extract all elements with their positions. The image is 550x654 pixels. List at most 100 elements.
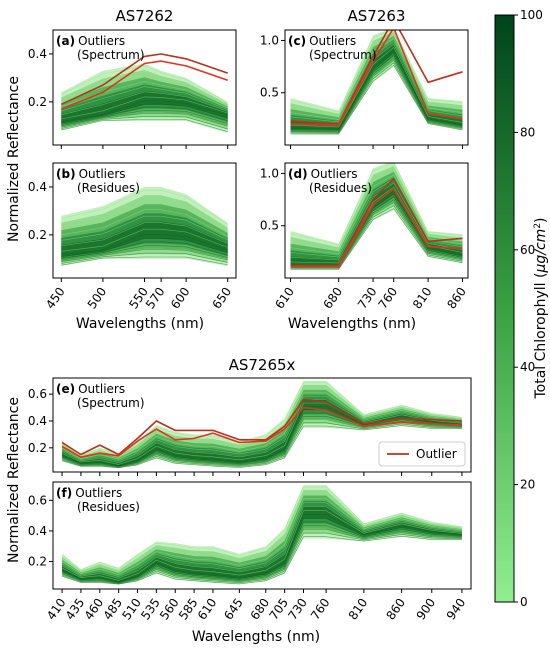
colorbar-tick-label: 0: [520, 595, 528, 609]
spectrum-line-e-11: [61, 388, 462, 458]
spectrum-line-f-3: [61, 525, 462, 584]
ytick-label-f: 0.4: [28, 524, 47, 538]
spectrum-line-f-5: [61, 517, 462, 583]
outlier-line-d-0: [290, 177, 463, 267]
panel-sublabel-a: (Spectrum): [77, 48, 145, 62]
xtick-label-f: 560: [157, 596, 182, 623]
spectrum-line-d-0: [290, 208, 463, 270]
xtick-label-b: 650: [210, 285, 235, 312]
spectrum-line-a-8: [61, 91, 228, 116]
spectrum-line-f-8: [61, 506, 462, 579]
xtick-label-d: 730: [355, 285, 380, 312]
plot-area-e: [61, 380, 462, 469]
panel-sublabel-f: (Residues): [77, 500, 140, 514]
colorbar-tick-label: 60: [520, 243, 535, 257]
ytick-label-e: 0.6: [28, 387, 47, 401]
spectrum-line-f-2: [61, 528, 462, 584]
xtick-label-f: 535: [138, 596, 163, 623]
spectrum-line-f-6: [61, 514, 462, 582]
xtick-label-d: 610: [272, 285, 297, 312]
ytick-label-d: 0.5: [260, 219, 279, 233]
xlabel-right: Wavelengths (nm): [288, 316, 416, 332]
xtick-label-b: 600: [168, 285, 193, 312]
panel-sublabel-e: (Spectrum): [77, 396, 145, 410]
panel-sublabel-b: (Residues): [77, 181, 140, 195]
spectra-band-f-4: [62, 506, 462, 583]
ylabel-top: Normalized Reflectance: [6, 76, 22, 242]
spectrum-line-b-3: [61, 245, 228, 261]
spectrum-line-b-11: [61, 202, 228, 233]
plot-area-d: [290, 163, 463, 270]
panel-sublabel-d: (Residues): [309, 181, 372, 195]
spectrum-line-b-4: [61, 241, 228, 259]
spectrum-line-b-5: [61, 237, 228, 257]
spectrum-line-a-3: [61, 110, 228, 127]
xtick-label-f: 810: [346, 596, 371, 623]
spectra-band-c-0: [290, 30, 463, 135]
panel-label-e: (e) Outliers: [56, 382, 125, 396]
axes-frame-d: [284, 162, 469, 279]
ytick-label-e: 0.4: [28, 414, 47, 428]
outlier-line-e-1: [61, 406, 462, 459]
legend: Outlier: [378, 441, 466, 467]
spectrum-line-c-0: [290, 65, 463, 135]
colorbar-tick-label: 40: [520, 360, 535, 374]
panel-c: 0.5 1.0 (c) Outliers(Spectrum) AS7263: [260, 7, 469, 149]
spectrum-line-c-1: [290, 62, 463, 134]
spectra-band-e-4: [62, 399, 462, 466]
spectrum-line-b-13: [61, 189, 228, 226]
ytick-label-b: 0.4: [28, 180, 47, 194]
ytick-label-f: 0.6: [28, 493, 47, 507]
xlabel-bottom: Wavelengths (nm): [192, 629, 320, 645]
ytick-label-e: 0.2: [28, 441, 47, 455]
spectrum-line-a-5: [61, 103, 228, 124]
spectrum-line-e-0: [62, 425, 462, 469]
spectrum-line-f-4: [61, 521, 462, 583]
outlier-line-c-0: [290, 30, 463, 125]
panel-label-b: (b) Outliers: [56, 167, 126, 181]
group-title-c: AS7263: [348, 7, 406, 25]
colorbar-ticks: 0 20 40 60 80 100: [514, 8, 543, 609]
panel-label-a: (a) Outliers: [56, 34, 125, 48]
spectrum-line-a-4: [61, 106, 228, 125]
spectrum-line-c-7: [290, 46, 463, 128]
panel-label-d: (d) Outliers: [288, 167, 358, 181]
plot-area-c: [290, 30, 463, 135]
spectrum-line-b-7: [61, 228, 228, 252]
spectrum-line-e-10: [61, 392, 462, 460]
spectrum-line-f-0: [62, 535, 462, 585]
panel-a: 0.2 0.4 (a) Outliers(Spectrum) AS7262: [28, 7, 237, 149]
spectrum-line-b-0: [61, 256, 228, 266]
spectrum-line-a-13: [61, 65, 228, 103]
outlier-line-a-1: [61, 60, 228, 110]
axes-frame-c: [284, 29, 469, 146]
spectra-band-b-4: [61, 221, 228, 257]
ytick-label-b: 0.2: [28, 228, 47, 242]
xtick-label-f: 900: [414, 596, 439, 623]
spectrum-line-b-8: [61, 222, 228, 247]
panel-e: 0.2 0.4 0.6 (e) Outliers(Spectrum) AS7265x Out…: [28, 356, 472, 476]
xtick-label-d: 680: [321, 285, 346, 312]
axes-frame-f: [52, 481, 472, 590]
group-title-e: AS7265x: [229, 356, 296, 374]
spectrum-line-a-12: [61, 70, 228, 105]
ytick-label-a: 0.4: [28, 47, 47, 61]
spectrum-line-f-10: [61, 498, 462, 575]
spectrum-line-a-7: [61, 96, 228, 120]
xtick-label-b: 500: [85, 285, 110, 312]
panel-sublabel-c: (Spectrum): [309, 48, 377, 62]
ylabel-bottom: Normalized Reflectance: [6, 397, 22, 563]
outlier-line-a-0: [60, 53, 228, 106]
spectrum-line-e-5: [61, 409, 462, 467]
spectrum-line-f-13: [61, 486, 462, 571]
spectrum-line-c-3: [290, 57, 463, 132]
xtick-label-d: 860: [444, 285, 469, 312]
xtick-label-f: 705: [266, 596, 291, 623]
spectrum-line-c-4: [290, 54, 463, 131]
ytick-label-c: 0.5: [260, 86, 279, 100]
spectrum-line-c-13: [290, 30, 463, 113]
colorbar-gradient: [494, 14, 515, 603]
spectrum-line-e-8: [61, 399, 462, 464]
